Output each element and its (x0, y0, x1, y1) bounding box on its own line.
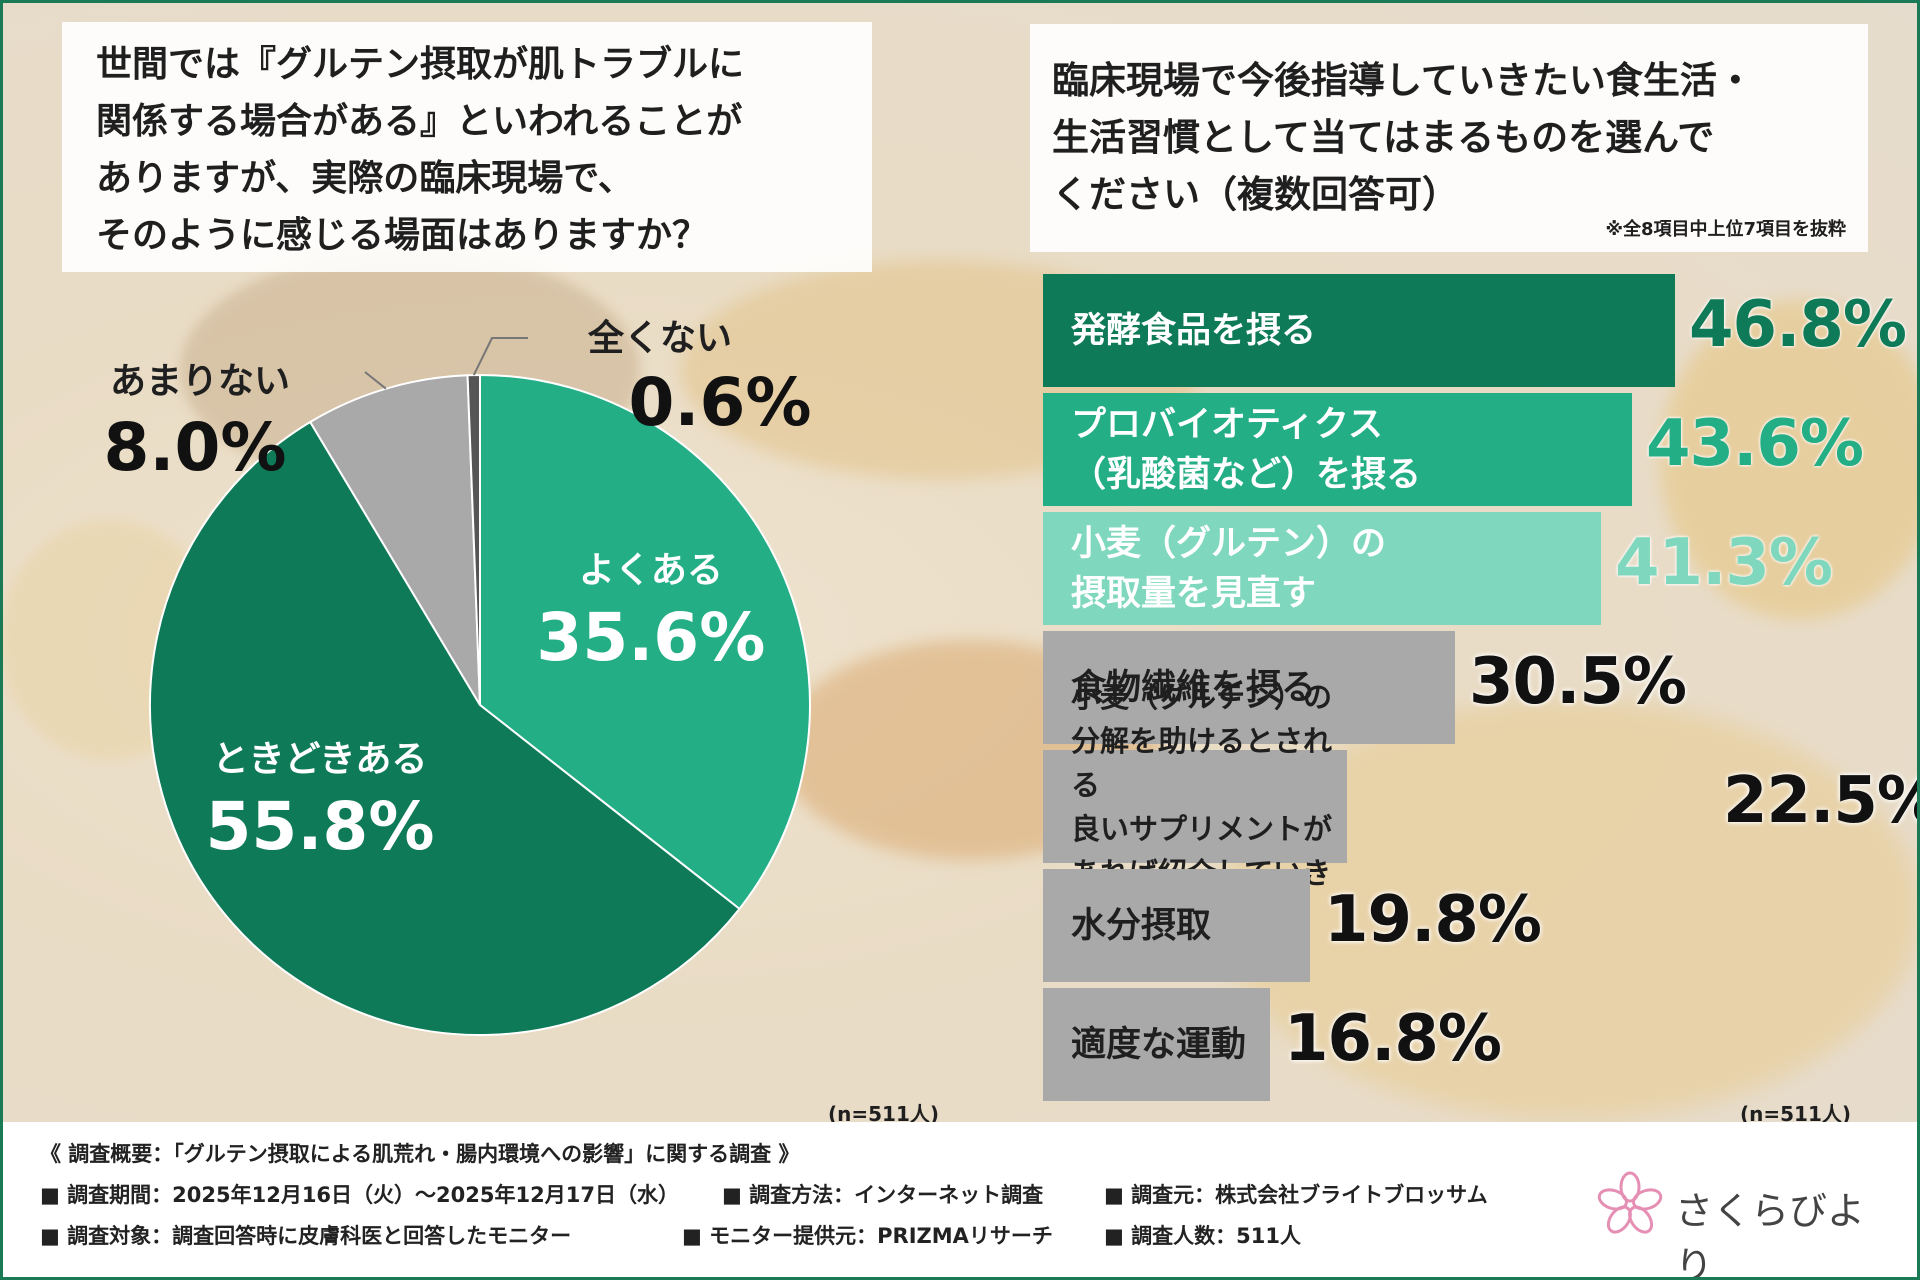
bar-label: 発酵食品を摂る (1071, 274, 1316, 387)
bar-value-label: 46.8% (1689, 288, 1907, 362)
bar: 発酵食品を摂る (1043, 274, 1675, 387)
bar-label-line: 小麦（グルテン）の分解を助けるとされる (1071, 679, 1333, 802)
bg-pasta (1660, 300, 1920, 620)
right-question-line: ください（複数回答可） (1052, 173, 1459, 216)
pie-leader-line (472, 337, 528, 376)
bar: 小麦（グルテン）の分解を助けるとされる良いサプリメントがあれば紹介していきたい (1043, 680, 1347, 934)
bar-label-line: 水分摂取 (1071, 905, 1212, 946)
left-question-line: 世間では『グルテン摂取が肌トラブルに (96, 44, 745, 85)
right-question-note: ※全8項目中上位7項目を抜粋 (1605, 219, 1846, 240)
bar: 適度な運動 (1043, 988, 1270, 1101)
pie-slice (308, 374, 481, 706)
pie-slice-label: 全くない (587, 317, 732, 359)
bar-value-label: 19.8% (1324, 883, 1542, 957)
bar-label-line: 小麦（グルテン）の (1071, 523, 1387, 564)
footer-method: ■ 調査方法：インターネット調査 (722, 1183, 1044, 1207)
bar-label-line: プロバイオティクス (1071, 404, 1383, 445)
bar: 小麦（グルテン）の 摂取量を見直す (1043, 512, 1601, 625)
bar: 水分摂取 (1043, 869, 1310, 982)
pie-slice-label: ときどきある (213, 739, 428, 780)
bar-value-label: 43.6% (1646, 407, 1864, 481)
bar-label: 食物繊維を摂る (1071, 631, 1316, 744)
pie-slice (149, 420, 741, 1036)
right-question-box: 臨床現場で今後指導していきたい食生活・ 生活習慣として当てはまるものを選んで く… (1030, 24, 1868, 252)
footer-period: ■ 調査期間：2025年12月16日（火）〜2025年12月17日（水） (40, 1183, 679, 1207)
pie-slice-value: 0.6% (628, 364, 811, 441)
right-question-line: 臨床現場で今後指導していきたい食生活・ (1052, 59, 1754, 102)
bar-value-label: 16.8% (1284, 1002, 1502, 1076)
bar-label: プロバイオティクス （乳酸菌など）を摂る (1071, 393, 1421, 506)
pie-slice-value: 8.0% (103, 409, 286, 486)
bar-label-line: 食物繊維を摂る (1071, 667, 1317, 708)
footer-title: 《 調査概要：「グルテン摂取による肌荒れ・腸内環境への影響」に関する調査 》 (40, 1142, 800, 1166)
cherry-blossom-icon (1597, 1171, 1663, 1234)
pie-leader-line (364, 371, 387, 390)
bar: プロバイオティクス （乳酸菌など）を摂る (1043, 393, 1632, 506)
pie-slice-value: 55.8% (205, 788, 434, 865)
left-question-line: ありますが、実際の臨床現場で、 (96, 158, 634, 199)
bar-value-label: 41.3% (1615, 526, 1833, 600)
footer-target: ■ 調査対象：調査回答時に皮膚科医と回答したモニター (40, 1224, 572, 1248)
bar-label-line: 適度な運動 (1071, 1024, 1247, 1065)
bar-label-line: （乳酸菌など）を摂る (1071, 454, 1422, 495)
footer-count: ■ 調査人数：511人 (1104, 1224, 1301, 1248)
pie-slice-label: よくある (579, 550, 723, 591)
right-question-line: 生活習慣として当てはまるものを選んで (1052, 116, 1715, 159)
bar-label: 適度な運動 (1071, 988, 1246, 1101)
footer-org: ■ 調査元：株式会社ブライトブロッサム (1104, 1183, 1488, 1207)
logo: さくらびより (1595, 1170, 1885, 1280)
bar-label: 水分摂取 (1071, 869, 1211, 982)
bar: 食物繊維を摂る (1043, 631, 1455, 744)
pie-slice-value: 35.6% (536, 599, 765, 676)
left-question-line: 関係する場合がある』といわれることが (96, 101, 743, 142)
logo-text: さくらびより (1675, 1189, 1866, 1280)
bar-label: 小麦（グルテン）の分解を助けるとされる良いサプリメントがあれば紹介していきたい (1071, 680, 1347, 934)
left-question-box: 世間では『グルテン摂取が肌トラブルに 関係する場合がある』といわれることが あり… (62, 22, 872, 272)
survey-footer: 《 調査概要：「グルテン摂取による肌荒れ・腸内環境への影響」に関する調査 》 ■… (0, 1122, 1920, 1280)
bar-label: 小麦（グルテン）の 摂取量を見直す (1071, 512, 1386, 625)
bar-value-label: 22.5% (1723, 764, 1920, 838)
pie-slice (479, 373, 811, 911)
pie-slice-label: あまりない (110, 361, 290, 402)
footer-provider: ■ モニター提供元：PRIZMAリサーチ (682, 1224, 1053, 1248)
bar-label-line: 発酵食品を摂る (1071, 310, 1317, 351)
bar-value-label: 30.5% (1469, 645, 1687, 719)
left-question-line: そのように感じる場面はありますか？ (96, 215, 709, 256)
bar-label-line: 摂取量を見直す (1071, 573, 1317, 614)
